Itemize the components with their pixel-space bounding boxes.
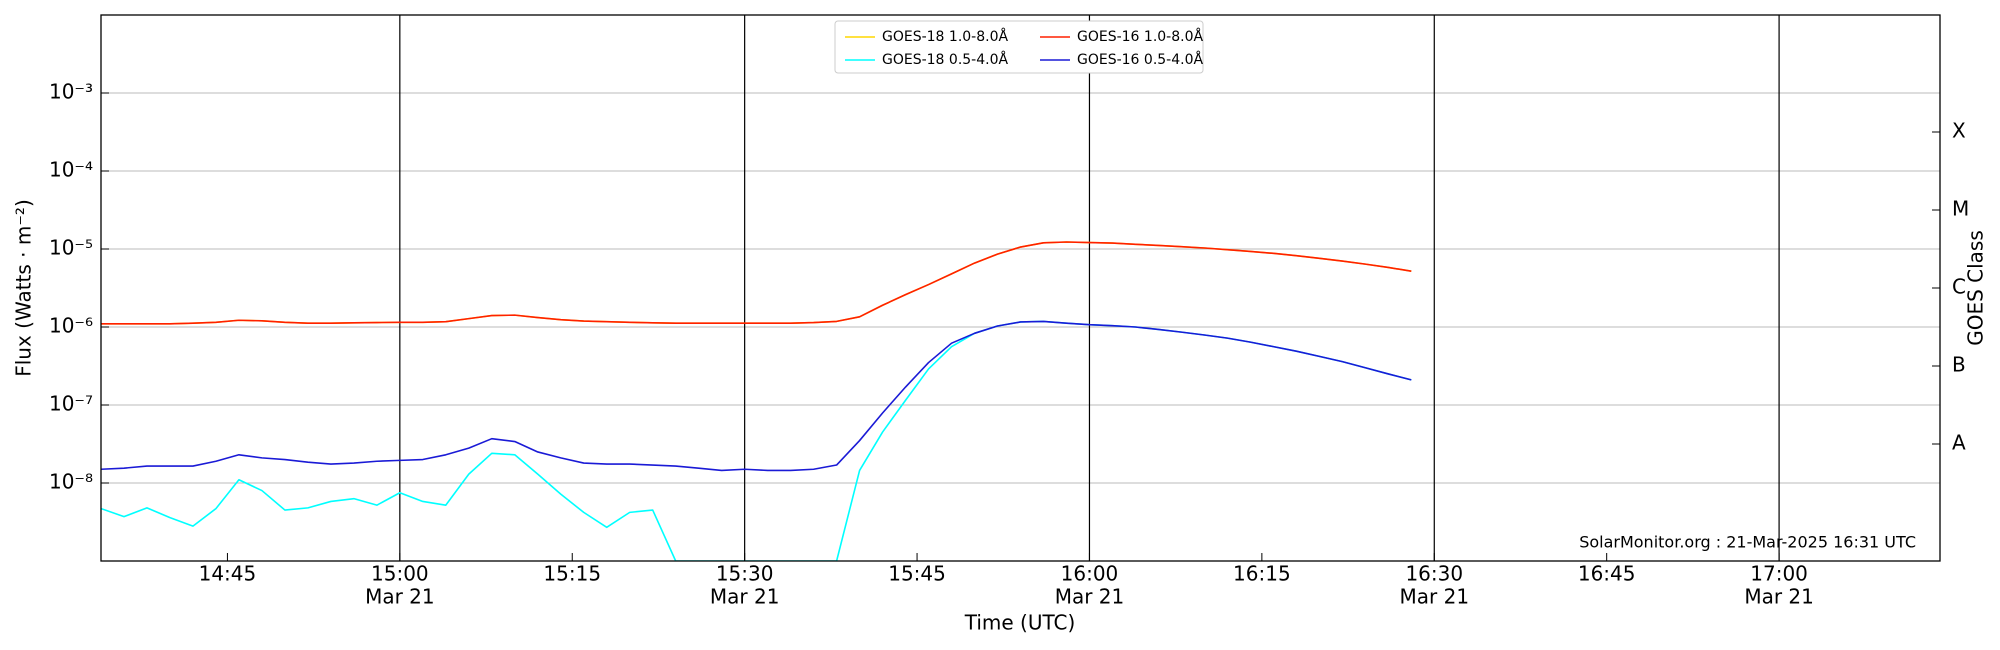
x-tick-label: 16:15 — [1233, 562, 1291, 586]
x-tick-label: Mar 21 — [1744, 585, 1814, 609]
x-tick-label: 16:45 — [1578, 562, 1636, 586]
y2-tick-label: A — [1952, 431, 1966, 455]
plot-frame — [100, 14, 1941, 562]
x-tick-label: 15:00 — [371, 562, 429, 586]
x-tick-label: Mar 21 — [1055, 585, 1125, 609]
legend-label: GOES-16 1.0-8.0Å — [1077, 28, 1203, 45]
plot-area — [101, 241, 1412, 561]
x-tick-label: 16:00 — [1061, 562, 1119, 586]
y-tick-label: 10⁻⁷ — [49, 392, 93, 416]
y2-tick-label: X — [1952, 119, 1966, 143]
x-tick-label: 15:30 — [716, 562, 774, 586]
grid — [101, 15, 1940, 561]
x-tick-label: 17:00 — [1750, 562, 1808, 586]
y-tick-label: 10⁻⁴ — [49, 158, 93, 182]
legend-label: GOES-18 1.0-8.0Å — [882, 28, 1008, 45]
y-tick-label: 10⁻⁵ — [49, 236, 93, 260]
legend-box — [834, 20, 1204, 74]
series-line — [101, 241, 1412, 325]
series-line — [101, 241, 1412, 325]
y-axis-label: Flux (Watts · m⁻²) — [12, 199, 36, 377]
y2-tick-label: M — [1952, 197, 1969, 221]
y-tick-label: 10⁻⁸ — [49, 470, 93, 494]
legend-label: GOES-16 0.5-4.0Å — [1077, 51, 1203, 68]
x-tick-label: 15:45 — [888, 562, 946, 586]
y2-tick-label: B — [1952, 353, 1966, 377]
x-axis-label: Time (UTC) — [964, 611, 1076, 635]
x-tick-label: 16:30 — [1405, 562, 1463, 586]
x-tick-label: 15:15 — [543, 562, 601, 586]
y-tick-label: 10⁻⁶ — [49, 314, 93, 338]
x-tick-label: Mar 21 — [365, 585, 435, 609]
x-tick-label: Mar 21 — [1400, 585, 1470, 609]
x-tick-label: 14:45 — [199, 562, 257, 586]
x-tick-label: Mar 21 — [710, 585, 780, 609]
y-tick-label: 10⁻³ — [49, 80, 93, 104]
legend-label: GOES-18 0.5-4.0Å — [882, 51, 1008, 68]
annotation: SolarMonitor.org : 21-Mar-2025 16:31 UTC — [1579, 533, 1916, 552]
y2-axis-label: GOES Class — [1964, 230, 1988, 346]
series-line — [101, 320, 1412, 472]
legend: GOES-18 1.0-8.0Å GOES-18 0.5-4.0Å GOES-16 … — [834, 20, 1204, 74]
series-line — [101, 320, 1412, 561]
y2-tick-label: C — [1952, 275, 1966, 299]
